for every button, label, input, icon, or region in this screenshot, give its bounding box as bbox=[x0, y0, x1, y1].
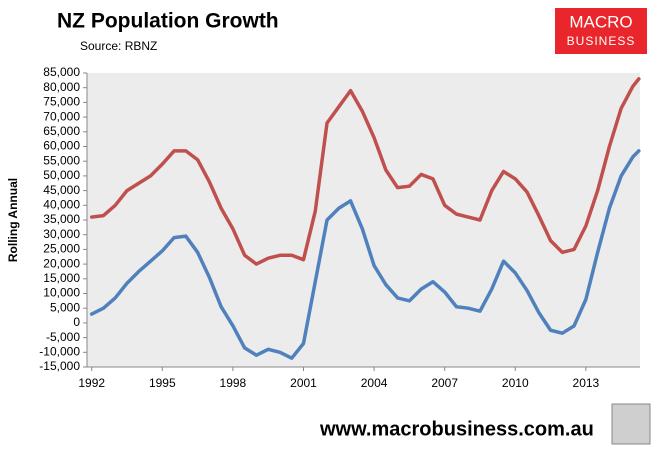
y-tick-label: 65,000 bbox=[43, 124, 80, 138]
y-tick-label: 45,000 bbox=[43, 183, 80, 197]
x-tick-label: 2013 bbox=[573, 376, 600, 390]
y-tick-label: 5,000 bbox=[50, 300, 80, 314]
brand-text: BUSINESS bbox=[567, 34, 636, 48]
y-tick-label: -15,000 bbox=[39, 359, 80, 373]
x-tick-label: 2001 bbox=[290, 376, 317, 390]
chart-subtitle: Source: RBNZ bbox=[80, 39, 157, 53]
y-tick-label: 10,000 bbox=[43, 286, 80, 300]
y-tick-label: 50,000 bbox=[43, 168, 80, 182]
brand-text: MACRO bbox=[569, 12, 632, 31]
y-tick-label: 55,000 bbox=[43, 153, 80, 167]
x-tick-label: 2010 bbox=[502, 376, 529, 390]
x-tick-label: 2007 bbox=[431, 376, 458, 390]
wolf-icon bbox=[611, 403, 651, 445]
footer-url: www.macrobusiness.com.au bbox=[319, 418, 594, 440]
y-tick-label: 60,000 bbox=[43, 139, 80, 153]
y-tick-label: 25,000 bbox=[43, 242, 80, 256]
y-tick-label: 85,000 bbox=[43, 65, 80, 79]
y-tick-label: 40,000 bbox=[43, 197, 80, 211]
y-tick-label: 30,000 bbox=[43, 227, 80, 241]
x-tick-label: 1998 bbox=[220, 376, 247, 390]
y-tick-label: 70,000 bbox=[43, 109, 80, 123]
y-tick-label: 35,000 bbox=[43, 212, 80, 226]
x-tick-label: 2004 bbox=[361, 376, 388, 390]
brand-logo bbox=[555, 8, 647, 54]
series-line bbox=[89, 77, 641, 266]
chart-title: NZ Population Growth bbox=[57, 10, 279, 33]
y-tick-label: 15,000 bbox=[43, 271, 80, 285]
y-tick-label: 75,000 bbox=[43, 95, 80, 109]
x-tick-label: 1992 bbox=[78, 376, 105, 390]
series-line bbox=[89, 149, 641, 360]
x-tick-label: 1995 bbox=[149, 376, 176, 390]
y-tick-label: -5,000 bbox=[46, 330, 80, 344]
y-tick-label: 0 bbox=[73, 315, 80, 329]
plot-area bbox=[87, 73, 640, 367]
y-tick-label: -10,000 bbox=[39, 344, 80, 358]
y-axis-label: Rolling Annual bbox=[6, 178, 20, 262]
y-tick-label: 20,000 bbox=[43, 256, 80, 270]
y-tick-label: 80,000 bbox=[43, 80, 80, 94]
